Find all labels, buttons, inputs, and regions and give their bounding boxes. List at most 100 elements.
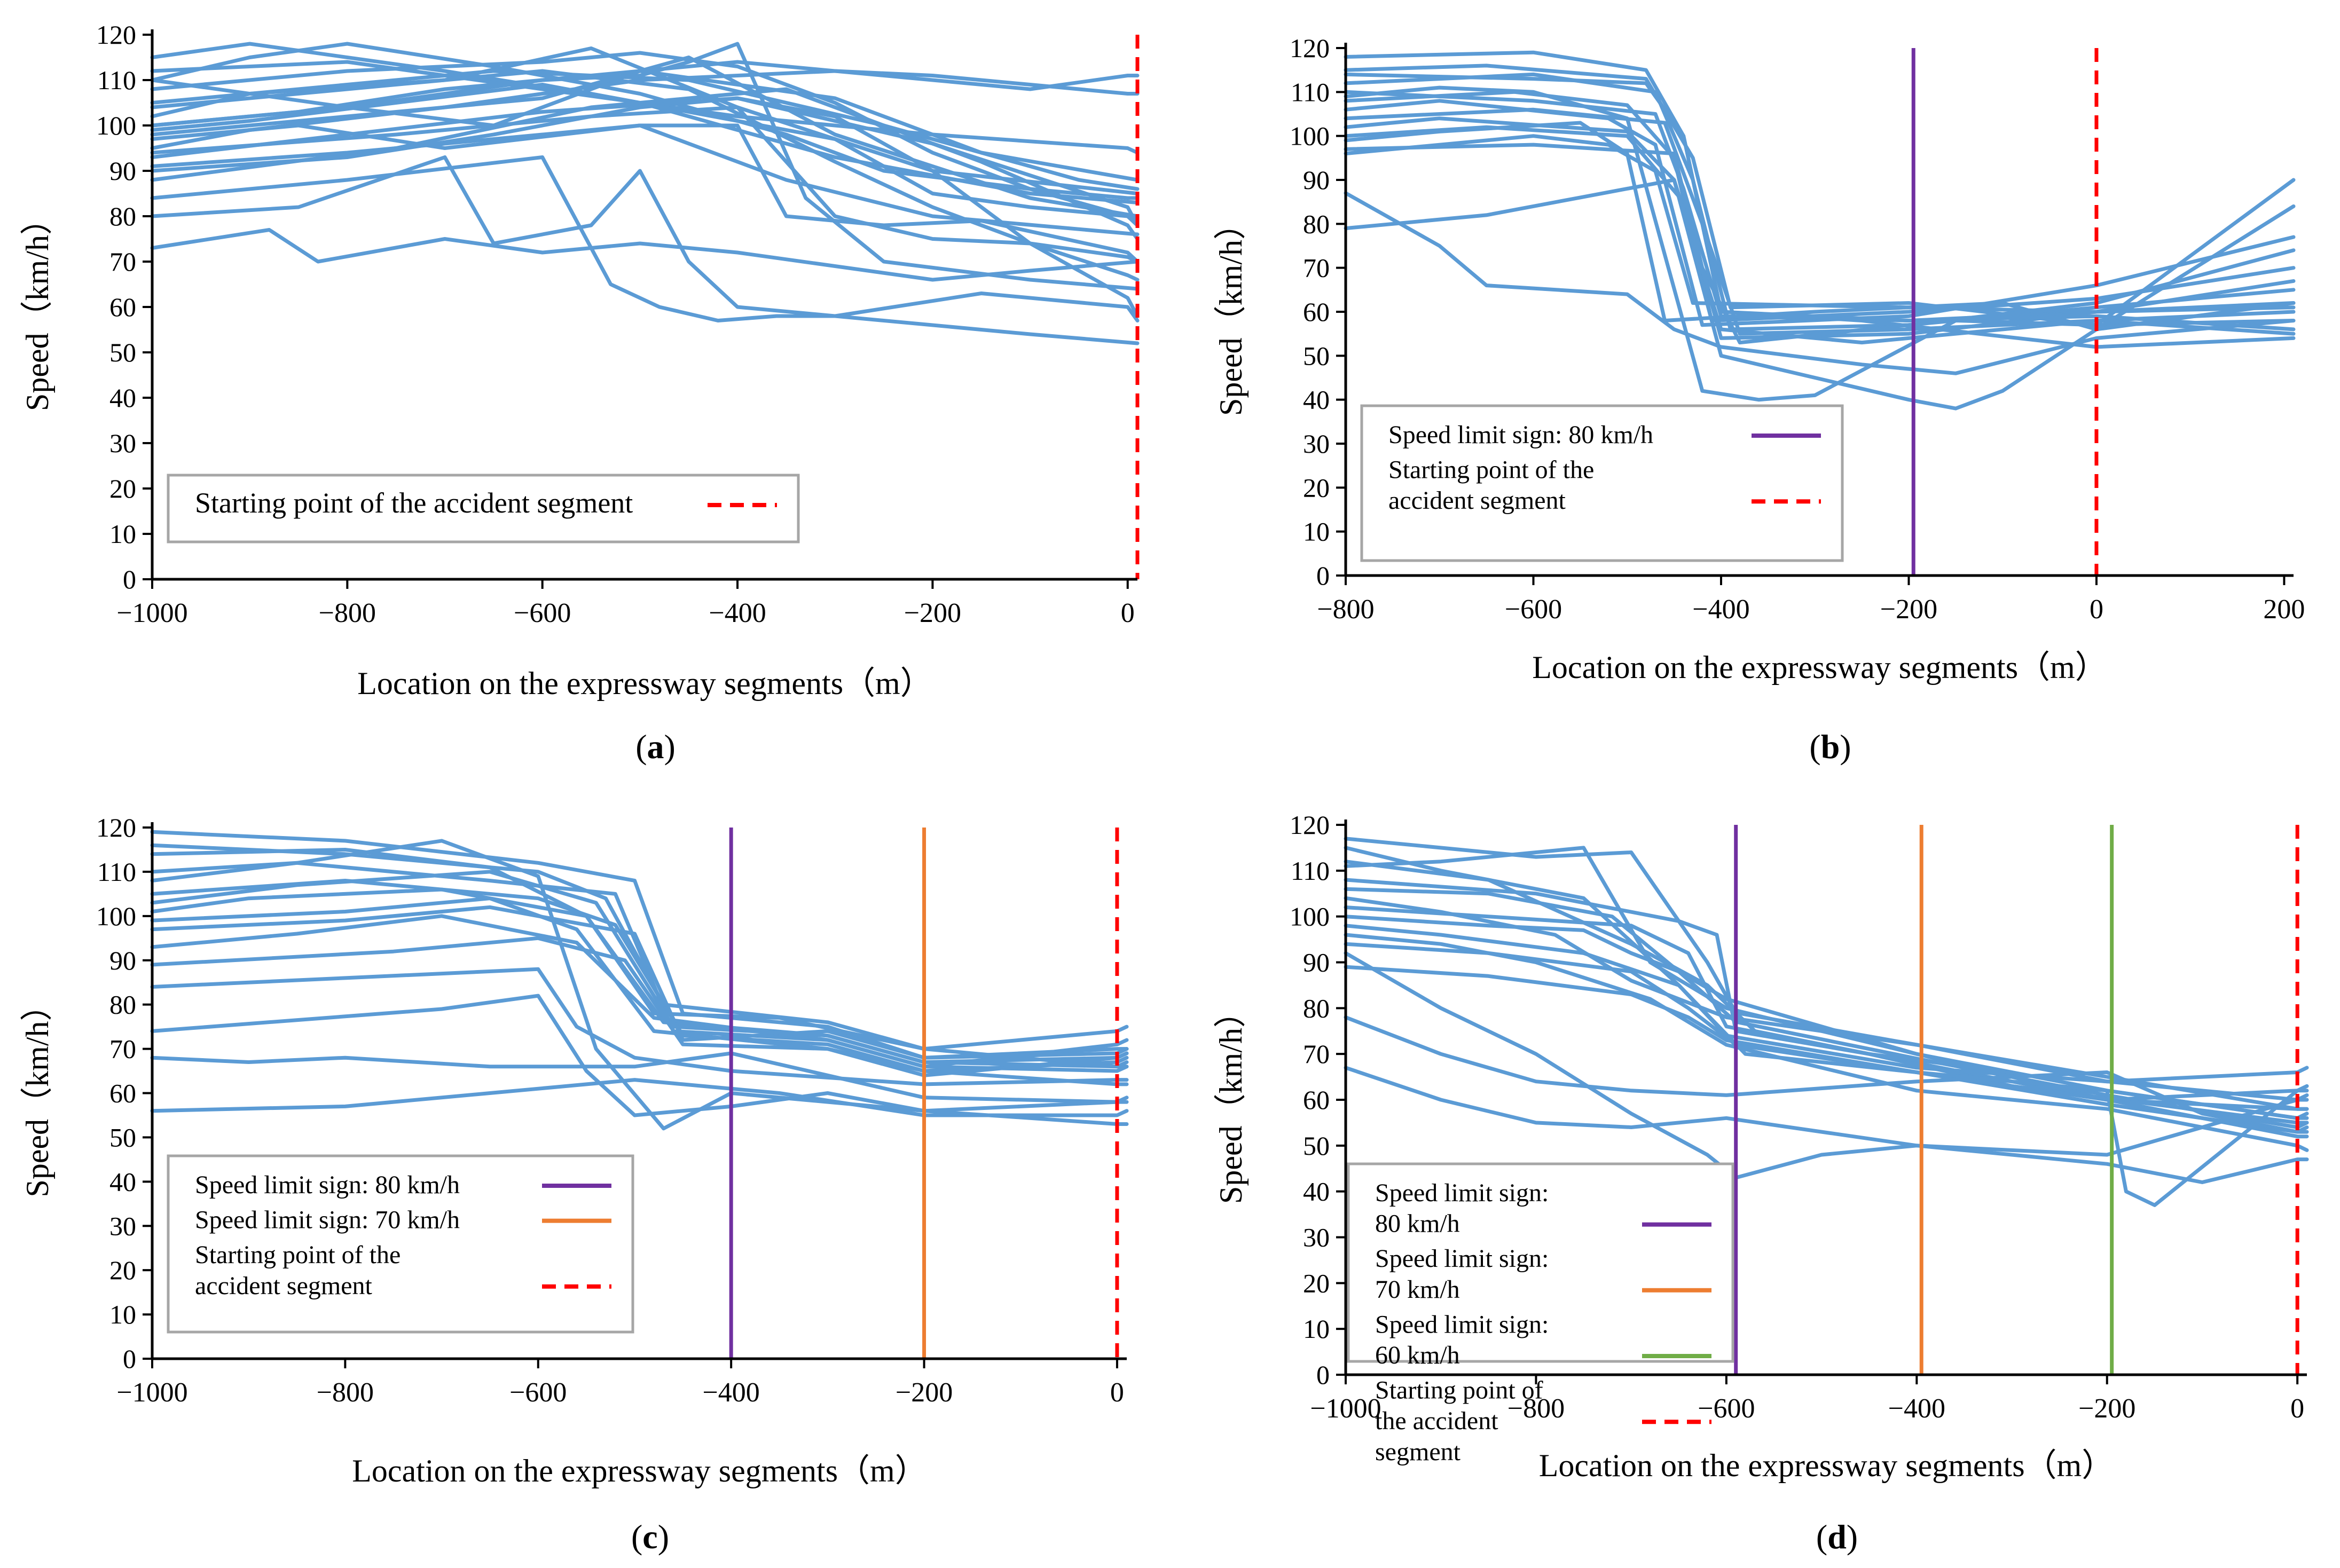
y-axis-title: Speed（km/h） [20, 203, 55, 411]
legend: Speed limit sign: 80 km/h Speed limit sig… [167, 1154, 634, 1334]
y-tick-label: 10 [109, 1299, 136, 1329]
legend-label: Starting point of the accident segment [195, 487, 633, 519]
series-line-T09 [1344, 99, 2296, 327]
legend-label-line: Starting point of the [1388, 456, 1594, 484]
x-tick-label: −200 [2078, 1393, 2135, 1424]
chart-panel-a: 0 10 20 30 40 50 60 70 80 90 100 110 120 −1000 −800 −60… [20, 20, 1140, 766]
y-tick-label: 10 [1303, 517, 1330, 547]
x-tick-label: −400 [1692, 594, 1749, 625]
legend: Speed limit sign: 80 km/h Starting point … [1360, 404, 1844, 562]
y-tick-label: 0 [1316, 1360, 1330, 1390]
panel-label-letter: b [1821, 728, 1840, 766]
y-tick-label: 70 [109, 247, 136, 277]
legend: Speed limit sign: 80 km/h Speed limit sign… [1347, 1162, 1734, 1466]
y-tick-label: 120 [96, 813, 136, 842]
y-tick-label: 70 [109, 1034, 136, 1064]
y-tick-label: 90 [109, 156, 136, 186]
series-line-T05 [150, 887, 1129, 1069]
legend-label: Speed limit sign: 80 km/h [1388, 421, 1653, 449]
x-tick-label: −800 [319, 598, 376, 628]
series-line-T15 [150, 870, 1129, 1069]
x-tick-label: −800 [317, 1377, 374, 1408]
legend-label: Speed limit sign: 80 km/h [195, 1171, 460, 1199]
series-line-T21 [150, 42, 1140, 200]
x-axis-title: Location on the expressway segments（m） [352, 1453, 926, 1488]
series-line-T15 [1344, 896, 2309, 1084]
series-line-T15 [1344, 121, 2296, 332]
series-line-T20 [150, 96, 1140, 318]
x-tick-label: 200 [2263, 594, 2305, 625]
series-line-T22 [150, 83, 1140, 218]
x-tick-label: −800 [1317, 594, 1374, 625]
y-tick-label: 50 [1303, 1131, 1330, 1161]
y-tick-label: 110 [1291, 856, 1330, 886]
x-tick-label: 0 [1121, 598, 1135, 628]
series-line-T14 [1344, 846, 2309, 1120]
y-tick-label: 50 [109, 1122, 136, 1152]
y-tick-label: 20 [1303, 472, 1330, 502]
panel-label: (c) [631, 1518, 669, 1556]
x-tick-label: −1000 [116, 598, 187, 628]
y-tick-label: 100 [1290, 902, 1330, 932]
y-tick-label: 10 [109, 519, 136, 549]
series-line-T17 [150, 60, 1140, 128]
y-tick-label: 20 [109, 1255, 136, 1285]
y-tick-label: 100 [96, 901, 136, 931]
y-tick-label: 40 [1303, 385, 1330, 415]
series-line-T01 [150, 60, 1140, 155]
y-axis-title: Speed（km/h） [1213, 996, 1248, 1204]
panel-label-open: ( [635, 728, 647, 766]
series-line-T04 [1344, 107, 2296, 336]
y-tick-label: 20 [1303, 1268, 1330, 1298]
series-line-T15 [150, 51, 1140, 227]
legend-label-line: Starting point of the accident segment [195, 487, 633, 519]
y-tick-label: 90 [109, 945, 136, 975]
y-tick-label: 0 [123, 564, 136, 594]
x-tick-label: −400 [709, 598, 766, 628]
x-axis-title: Location on the expressway segments（m） [1532, 650, 2107, 685]
series-line-T12 [1344, 178, 2296, 411]
legend-label-line: Speed limit sign: 80 km/h [1388, 421, 1653, 449]
y-tick-label: 40 [109, 383, 136, 413]
y-tick-label: 40 [1303, 1177, 1330, 1207]
x-tick-label: −600 [509, 1377, 567, 1408]
panel-label-close: ) [1840, 728, 1851, 766]
series-line-T19 [150, 105, 1140, 264]
legend-label-line: 80 km/h [1375, 1210, 1460, 1238]
legend-label-line: Speed limit sign: [1375, 1179, 1549, 1207]
y-tick-label: 120 [96, 20, 136, 50]
series-group [150, 42, 1140, 345]
y-tick-label: 120 [1290, 810, 1330, 840]
series-line-T14 [150, 843, 1129, 1051]
series-line-T11 [1344, 191, 2296, 375]
x-tick-label: −600 [514, 598, 571, 628]
panel-label-close: ) [664, 728, 676, 766]
y-tick-label: 60 [109, 292, 136, 322]
y-tick-label: 70 [1303, 253, 1330, 283]
series-line-T13 [150, 839, 1129, 1131]
chart-panel-c: 0 10 20 30 40 50 60 70 80 90 100 110 120 −1000 −800 −60… [20, 813, 1129, 1556]
legend-label-line: Speed limit sign: [1375, 1244, 1549, 1273]
series-line-T12 [1344, 860, 2309, 1207]
series-line-T16 [1344, 933, 2309, 1152]
series-line-T10 [150, 994, 1129, 1126]
legend-label-line: Starting point of [1375, 1376, 1543, 1405]
panel-label-open: ( [631, 1518, 642, 1556]
x-axis-title: Location on the expressway segments（m） [1539, 1448, 2114, 1483]
legend-label-line: segment [1375, 1438, 1461, 1466]
x-axis-title: Location on the expressway segments（m） [357, 666, 932, 701]
panel-label-close: ) [1847, 1518, 1858, 1556]
x-tick-label: −1000 [1310, 1393, 1381, 1424]
y-tick-label: 0 [123, 1344, 136, 1374]
y-tick-label: 60 [1303, 1085, 1330, 1115]
series-line-T03 [150, 56, 1140, 218]
x-tick-label: 0 [2290, 1393, 2304, 1424]
y-tick-label: 80 [1303, 209, 1330, 239]
y-tick-label: 80 [109, 990, 136, 1020]
y-tick-label: 10 [1303, 1314, 1330, 1344]
panel-label-open: ( [1816, 1518, 1827, 1556]
y-tick-label: 100 [1290, 121, 1330, 151]
x-tick-label: −400 [702, 1377, 759, 1408]
series-line-T11 [1344, 951, 2309, 1180]
x-tick-label: −1000 [116, 1377, 187, 1408]
